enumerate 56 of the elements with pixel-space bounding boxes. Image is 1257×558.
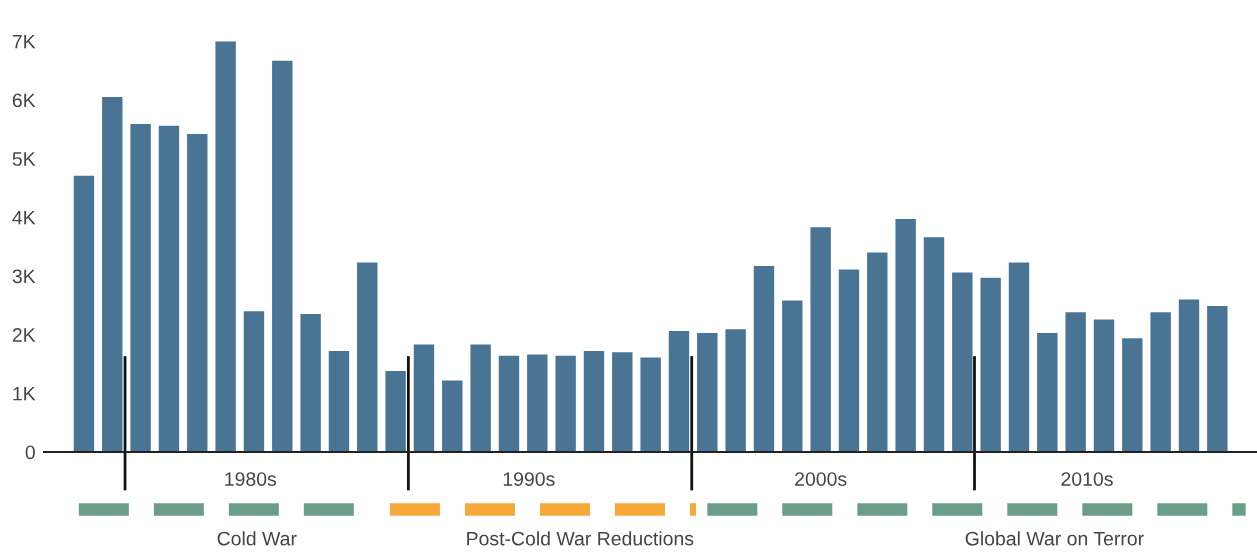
text: 2010s xyxy=(1061,472,1113,486)
bar xyxy=(1008,262,1030,452)
bar xyxy=(300,314,321,452)
y-tick-label: 3K xyxy=(12,269,36,284)
y-tick-label: 7K xyxy=(12,34,36,49)
bar xyxy=(612,352,633,452)
y-tick-label: 5K xyxy=(12,152,36,166)
bar xyxy=(810,227,831,452)
bar xyxy=(272,60,293,452)
bar xyxy=(1122,338,1143,452)
bar xyxy=(413,344,435,452)
text: Post-Cold War Reductions xyxy=(467,531,694,546)
bar xyxy=(385,371,406,452)
bar xyxy=(640,357,661,452)
bar xyxy=(328,351,350,452)
bar xyxy=(73,175,95,452)
y-tick-label: 1K xyxy=(13,386,36,401)
bar xyxy=(243,311,265,452)
bar xyxy=(782,300,803,452)
y-tick-label: 2K xyxy=(12,328,36,342)
bar xyxy=(215,41,236,452)
bar xyxy=(470,344,491,452)
text: 1980s xyxy=(225,472,277,486)
y-tick-label: 6K xyxy=(12,93,36,108)
bar xyxy=(952,272,973,452)
bar xyxy=(980,277,1001,452)
bar xyxy=(867,252,888,452)
bar xyxy=(923,237,945,452)
bar xyxy=(102,97,123,452)
bar xyxy=(668,331,690,452)
bar xyxy=(158,125,180,452)
bar xyxy=(1093,319,1115,452)
bar xyxy=(1207,305,1228,452)
bar xyxy=(1065,312,1086,452)
bar xyxy=(130,124,151,452)
bar xyxy=(1150,312,1171,452)
text: 2000s xyxy=(795,472,847,486)
bar xyxy=(583,351,605,452)
bar xyxy=(187,133,208,452)
bar xyxy=(498,355,520,452)
text: Global War on Terror xyxy=(965,531,1144,546)
bar xyxy=(357,262,378,452)
bar xyxy=(838,269,860,452)
text: Cold War xyxy=(217,531,297,546)
bar xyxy=(895,219,916,452)
text: 1990s xyxy=(503,472,555,486)
bar xyxy=(555,355,576,452)
bar xyxy=(697,332,718,452)
bar xyxy=(442,380,463,452)
bar xyxy=(1037,332,1058,452)
y-tick-label: 4K xyxy=(12,210,36,225)
bar xyxy=(725,329,746,452)
y-tick-label: 0 xyxy=(25,445,35,460)
bar xyxy=(527,354,548,452)
bar xyxy=(753,266,775,452)
bar xyxy=(1178,299,1200,452)
